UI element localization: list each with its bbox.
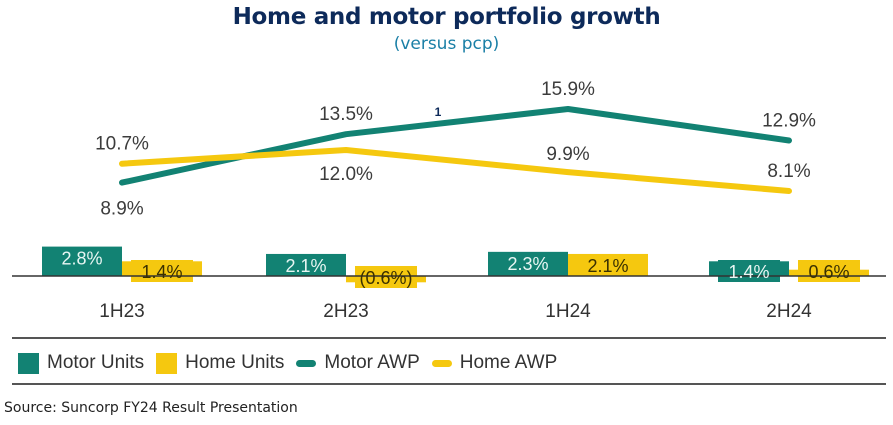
bar-labels-layer: 2.8% 2.1% 2.3% 1.4% 1.4% (0.6%) 2.1% 0.6%: [61, 249, 849, 288]
category-label: 2H24: [766, 301, 812, 322]
source-note: Source: Suncorp FY24 Result Presentation: [4, 400, 298, 416]
bar-data-label: 2.3%: [507, 254, 548, 274]
category-label: 2H23: [323, 301, 368, 322]
home-awp-data-label: 12.0%: [319, 164, 373, 185]
legend-item-home-units: Home Units: [156, 352, 284, 374]
category-labels: 1H23 2H23 1H24 2H24: [99, 301, 812, 322]
line-home-awp: [119, 147, 792, 194]
motor-awp-data-label: 15.9%: [541, 79, 595, 100]
home-awp-data-label: 8.1%: [767, 161, 810, 182]
legend-label: Home Units: [185, 352, 285, 373]
bar-data-label: 1.4%: [728, 262, 769, 282]
motor-awp-line-icon: [296, 359, 317, 367]
motor-awp-data-label: 13.5%: [319, 104, 373, 125]
legend-label: Home AWP: [459, 352, 558, 373]
bar-data-label: (0.6%): [359, 268, 412, 288]
home-awp-data-label: 10.7%: [95, 134, 149, 155]
legend-label: Motor AWP: [324, 352, 420, 373]
legend: Motor Units Home Units Motor AWP Home AW…: [18, 348, 569, 378]
motor-awp-data-label: 8.9%: [100, 199, 143, 220]
bar-motor-units-2h23: [266, 253, 346, 276]
home-awp-line-icon: [431, 359, 452, 367]
bar-data-label: 2.8%: [61, 249, 102, 269]
legend-item-motor-units: Motor Units: [18, 352, 144, 374]
legend-top-rule: [12, 337, 886, 339]
bar-motor-units-1h24: [488, 251, 568, 276]
legend-item-motor-awp: Motor AWP: [296, 352, 420, 374]
line-labels-layer: 8.9% 13.5% 15.9% 12.9% 10.7% 12.0% 9.9% 8.1%: [95, 79, 816, 220]
bar-home-units-1h24: [568, 253, 648, 276]
home-units-swatch-icon: [156, 352, 178, 374]
bar-motor-units-1h23: [42, 246, 122, 276]
footnote-marker: 1: [435, 105, 442, 119]
legend-label: Motor Units: [47, 352, 145, 373]
home-awp-data-label: 9.9%: [546, 144, 589, 165]
legend-item-home-awp: Home AWP: [431, 352, 558, 374]
line-motor-awp: [119, 106, 792, 186]
bar-data-label: 0.6%: [808, 262, 849, 282]
chart-title: Home and motor portfolio growth: [232, 4, 661, 30]
motor-units-swatch-icon: [18, 352, 39, 374]
category-label: 1H24: [545, 301, 591, 322]
bar-data-label: 2.1%: [587, 256, 628, 276]
chart-subtitle: (versus pcp): [393, 34, 500, 54]
bar-data-label: 2.1%: [285, 256, 326, 276]
bar-label-plate: [355, 266, 417, 288]
lines-layer: [119, 106, 792, 194]
chart-plot: 2.8% 2.1% 2.3% 1.4% 1.4% (0.6%) 2.1% 0.6% 8.9% 1…: [12, 79, 886, 322]
motor-awp-data-label: 12.9%: [762, 111, 816, 132]
legend-bottom-rule: [12, 383, 886, 385]
category-label: 1H23: [99, 301, 144, 322]
bar-data-label: 1.4%: [141, 262, 182, 282]
